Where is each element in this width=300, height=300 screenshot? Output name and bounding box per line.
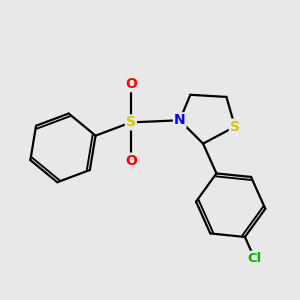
Text: S: S — [126, 116, 136, 129]
Text: N: N — [174, 113, 185, 127]
Text: O: O — [125, 154, 137, 168]
Text: S: S — [230, 120, 240, 134]
Text: Cl: Cl — [247, 252, 262, 265]
Text: O: O — [125, 77, 137, 91]
